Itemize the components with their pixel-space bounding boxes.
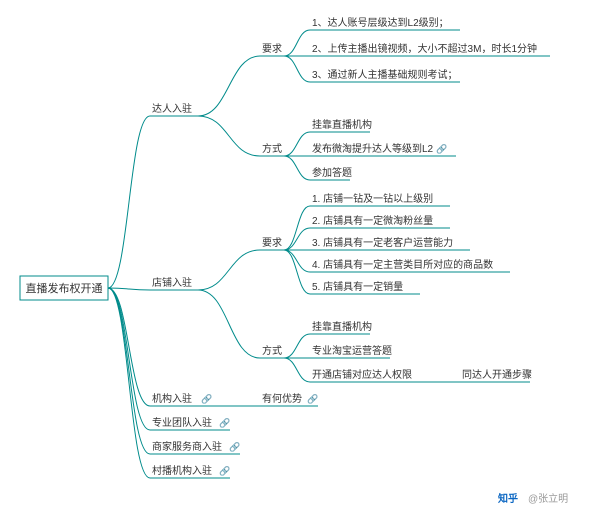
branch-shangjia: 商家服务商入驻	[152, 440, 222, 453]
sub-dp-fangshi: 方式	[262, 344, 282, 357]
leaf-5: 参加答题	[312, 166, 352, 179]
connector	[284, 30, 310, 56]
connector	[108, 288, 150, 478]
sub-jg-leaf: 有何优势	[262, 392, 302, 405]
leaf-10: 5. 店铺具有一定销量	[312, 280, 403, 293]
connector	[108, 288, 150, 290]
connector	[108, 288, 150, 406]
link-icon[interactable]: 🔗	[436, 143, 447, 155]
link-icon[interactable]: 🔗	[307, 393, 318, 405]
leaf-7: 2. 店铺具有一定微淘粉丝量	[312, 214, 433, 227]
connector	[284, 358, 310, 382]
leaf-0: 1、达人账号层级达到L2级别；	[312, 17, 449, 29]
connector	[284, 156, 310, 180]
watermark-author: @张立明	[528, 492, 568, 505]
leaf-6: 1. 店铺一钻及一钻以上级别	[312, 192, 433, 205]
leaf-extra: 同达人开通步骤	[462, 369, 532, 381]
link-icon[interactable]: 🔗	[201, 393, 212, 405]
root-label: 直播发布权开通	[26, 281, 103, 295]
branch-tuandui: 专业团队入驻	[152, 416, 212, 429]
connector	[198, 290, 260, 358]
connector	[108, 288, 150, 454]
sub-dp-yaoqiu: 要求	[262, 237, 282, 249]
connector	[284, 228, 310, 250]
branch-daren: 达人入驻	[152, 102, 192, 115]
branch-jigou: 机构入驻	[152, 392, 192, 405]
connector	[284, 334, 310, 358]
leaf-8: 3. 店铺具有一定老客户运营能力	[312, 236, 453, 249]
connector	[108, 116, 150, 288]
leaf-11: 挂靠直播机构	[312, 320, 372, 333]
leaf-1: 2、上传主播出镜视频，大小不超过3M，时长1分钟	[312, 42, 537, 55]
leaf-12: 专业淘宝运营答题	[312, 344, 392, 357]
connector	[198, 56, 260, 116]
link-icon[interactable]: 🔗	[229, 441, 240, 453]
connector	[198, 116, 260, 156]
connector	[284, 56, 310, 82]
connector	[284, 250, 310, 294]
branch-cunbo: 村播机构入驻	[152, 464, 212, 477]
connector	[284, 206, 310, 250]
link-icon[interactable]: 🔗	[219, 465, 230, 477]
branch-dianpu: 店铺入驻	[152, 276, 192, 289]
connector	[108, 288, 150, 430]
connector	[284, 250, 310, 272]
watermark-logo: 知乎	[497, 492, 518, 505]
connector	[198, 250, 260, 290]
sub-dr-fangshi: 方式	[262, 142, 282, 155]
leaf-4: 发布微淘提升达人等级到L2	[312, 142, 434, 155]
leaf-3: 挂靠直播机构	[312, 118, 372, 131]
link-icon[interactable]: 🔗	[219, 417, 230, 429]
leaf-13: 开通店铺对应达人权限	[312, 368, 412, 381]
connector	[284, 132, 310, 156]
leaf-2: 3、通过新人主播基础规则考试；	[312, 68, 458, 81]
leaf-9: 4. 店铺具有一定主营类目所对应的商品数	[312, 258, 493, 271]
sub-dr-yaoqiu: 要求	[262, 43, 282, 55]
